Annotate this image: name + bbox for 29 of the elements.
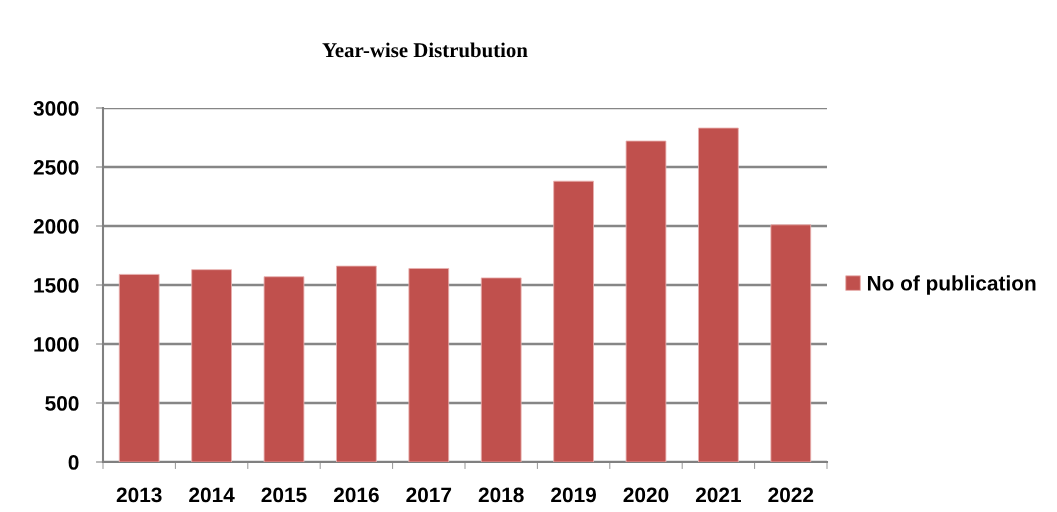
y-tick-label: 500 [45,396,79,411]
y-tick-label: 2500 [33,160,79,175]
bar [408,268,450,462]
bar [191,269,232,462]
bar [480,277,522,462]
y-tick-label: 1000 [34,337,79,352]
bar [770,224,812,462]
bar [698,127,739,462]
x-tick-label: 2014 [189,487,235,503]
bar [553,180,594,462]
y-tick-label: 1500 [34,278,79,293]
x-tick-label: 2018 [478,487,524,503]
bar [118,273,160,462]
bar [336,265,377,462]
x-tick-label: 2015 [261,487,307,503]
y-tick-label: 0 [68,455,79,470]
x-tick-label: 2020 [623,487,669,503]
y-tick-label: 3000 [33,101,79,116]
bar [263,276,305,462]
x-tick-label: 2016 [333,487,379,503]
x-tick-label: 2021 [695,487,741,503]
legend-label: No of publication [867,275,1036,295]
bar [625,140,667,462]
x-tick-label: 2022 [768,487,814,503]
y-tick-label: 2000 [33,219,79,234]
chart-title: Year-wise Distrubution [322,42,528,58]
x-tick-label: 2013 [116,487,162,503]
x-tick-label: 2019 [551,487,596,503]
x-tick-label: 2017 [406,487,452,503]
